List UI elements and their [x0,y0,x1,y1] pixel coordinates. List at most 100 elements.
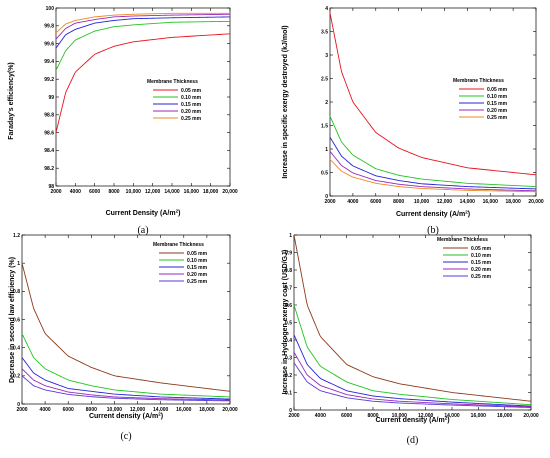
x-tick-label: 4000 [315,413,326,419]
y-tick-label: 98.6 [44,130,54,136]
y-tick-label: 99.8 [44,24,54,30]
x-axis-label-tail: ) [447,417,449,424]
series-line-1 [329,12,537,176]
x-tick-label: 20,000 [222,407,238,413]
legend-title: Membrane Thickness [147,79,198,85]
x-tick-label: 14,000 [153,407,169,413]
series-line-3 [21,357,231,400]
x-tick-label: 14,000 [460,199,476,205]
series-line-2 [293,304,532,406]
x-tick-label: 8000 [86,407,97,413]
x-tick-label: 12,000 [130,407,146,413]
x-tick-label: 10,000 [392,413,408,419]
legend-title: Membrane Thickness [153,242,204,248]
y-tick-label: 99.4 [44,59,54,65]
chart-panel-b: 2000 4000 6000 8000 10,000 12,000 14,000 16,000… [282,6,544,236]
series-line-2 [21,333,231,398]
x-tick-label: 16,000 [184,189,200,195]
x-tick-label: 16,000 [471,413,487,419]
x-tick-label: 4000 [347,199,358,205]
x-tick-label: 18,000 [203,189,219,195]
x-tick-label: 10,000 [126,189,142,195]
y-tick-label: 1 [289,233,292,239]
x-tick-label: 8000 [367,413,378,419]
series-line-1 [21,263,231,392]
series-line-5 [55,12,230,34]
y-tick-label: 98.8 [44,113,54,119]
legend-label-5: 0.25 mm [487,115,508,121]
legend-label-2: 0.10 mm [487,94,508,100]
y-axis-label: Decrease in second law efficiency (%) [9,257,16,383]
x-tick-label: 16,000 [176,407,192,413]
series-line-5 [293,362,532,408]
x-axis-label-tail: ) [161,413,163,420]
x-tick-label: 6000 [370,199,381,205]
x-axis-label: Current density (A/m2) [89,412,163,421]
y-tick-label: 0.2 [13,374,20,380]
y-tick-label: 0.8 [285,268,292,274]
y-tick-label: 0.9 [285,250,292,256]
x-tick-label: 8000 [108,189,119,195]
y-tick-label: 1.2 [13,233,20,239]
chart-panel-d: 2000 4000 6000 8000 10,000 12,000 14,000 16,000… [282,233,539,446]
x-axis-label-superscript: 2 [176,209,179,214]
y-tick-label: 0 [17,402,20,408]
y-tick-label: 1 [325,147,328,153]
y-tick-label: 0.8 [13,289,20,295]
y-tick-label: 99.2 [44,77,54,83]
y-tick-label: 0.6 [13,317,20,323]
x-tick-label: 20,000 [523,413,539,419]
y-tick-label: 0 [289,408,292,414]
series-line-2 [55,20,231,71]
legend-label-1: 0.05 mm [471,246,492,252]
legend-label-2: 0.10 mm [181,95,202,101]
y-tick-label: 0.4 [13,345,20,351]
panel-label: (a) [137,225,148,236]
y-tick-label: 0.2 [285,373,292,379]
plot-frame [55,7,231,187]
x-tick-label: 14,000 [164,189,180,195]
legend-label-3: 0.15 mm [181,102,202,108]
x-tick-label: 2000 [324,199,335,205]
series-line-1 [55,33,231,133]
legend-label-1: 0.05 mm [187,251,208,257]
x-tick-label: 18,000 [199,407,215,413]
x-tick-label: 18,000 [505,199,521,205]
x-tick-label: 4000 [70,189,81,195]
panel-label: (c) [120,431,131,442]
legend-label-4: 0.20 mm [187,272,208,278]
y-axis-label: Increase in specific exergy destroyed (k… [282,25,289,178]
x-tick-label: 2000 [50,189,61,195]
legend-label-4: 0.20 mm [471,267,492,273]
chart-panel-c: 2000 4000 6000 8000 10,000 12,000 14,000 16,000… [9,233,238,442]
x-axis-label: Current density (A/m2) [375,416,449,425]
x-tick-label: 8000 [393,199,404,205]
legend-label-2: 0.10 mm [471,253,492,259]
legend-label-2: 0.10 mm [187,258,208,264]
y-tick-label: 4 [325,6,328,12]
y-tick-label: 0.6 [285,303,292,309]
x-tick-label: 14,000 [444,413,460,419]
legend-label-5: 0.25 mm [471,274,492,280]
x-tick-label: 6000 [89,189,100,195]
y-tick-label: 2 [325,100,328,106]
x-tick-label: 12,000 [145,189,161,195]
plot-frame [293,234,532,411]
panel-label: (b) [427,225,439,236]
series-line-5 [21,375,231,402]
plot-frame [21,234,231,405]
y-tick-label: 1 [17,261,20,267]
x-axis-label: Current density (A/m2) [396,210,470,219]
x-tick-label: 20,000 [222,189,238,195]
plot-frame [329,7,537,197]
y-tick-label: 0 [325,194,328,200]
legend-label-3: 0.15 mm [471,260,492,266]
chart-panel-a: 2000 4000 6000 8000 10,000 12,000 14,000 16,000… [8,6,238,236]
x-tick-label: 2000 [288,413,299,419]
x-tick-label: 6000 [341,413,352,419]
series-line-5 [329,159,537,193]
legend-label-3: 0.15 mm [187,265,208,271]
series-line-4 [21,368,231,401]
x-axis-label-tail: ) [178,210,180,217]
x-tick-label: 6000 [63,407,74,413]
